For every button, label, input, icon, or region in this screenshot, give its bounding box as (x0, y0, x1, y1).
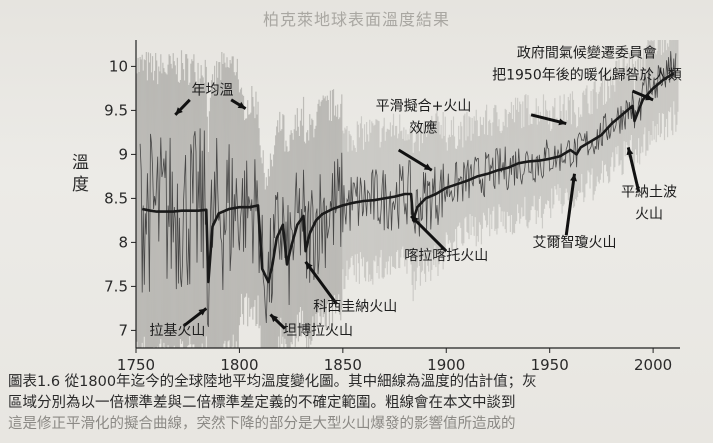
annotation-label: 平滑擬合+火山 (376, 97, 472, 114)
caption-line-1: 圖表1.6 從1800年迄今的全球陸地平均溫度變化圖。其中細線為溫度的估計值；灰 (8, 374, 537, 390)
annotation-arrow-head (626, 147, 634, 156)
y-axis-label-char-1: 溫 (72, 153, 89, 173)
annotation-label: 喀拉喀托火山 (404, 248, 488, 264)
annotation-label: 平納土波 (621, 185, 677, 201)
figure-caption: 圖表1.6 從1800年迄今的全球陸地平均溫度變化圖。其中細線為溫度的估計值；灰… (8, 372, 708, 435)
y-axis-ticks: 7 7.5 8 8.5 9 9.5 10 (104, 57, 136, 339)
annotation-arrow-shaft (564, 173, 576, 236)
caption-line-2: 區域分別為以一倍標準差與二倍標準差定義的不確定範圍。粗線會在本文中談到 (8, 395, 516, 411)
annotation-label: 坦博拉火山 (283, 322, 353, 339)
annotation-label: 把1950年後的暖化歸咎於人類 (492, 67, 682, 84)
annotation-arrow-head (558, 118, 567, 126)
x-tick-label: 1950 (531, 356, 569, 370)
x-tick-label: 1900 (427, 356, 465, 370)
y-tick-label: 8.5 (104, 189, 128, 207)
smooth-fit-line (141, 72, 675, 284)
annotation-label: 火山 (635, 207, 663, 223)
annotation-arrow-head (411, 216, 419, 224)
y-tick-label: 7 (118, 321, 128, 339)
x-axis-ticks: 1750 1800 1850 1900 1950 2000 (117, 348, 672, 370)
annotation-arrow-head (570, 173, 577, 182)
annotation-label: 年均溫 (192, 83, 234, 99)
annotation-label: 拉基火山 (149, 322, 205, 339)
annotation-arrow-head (645, 93, 654, 101)
x-tick-label: 1800 (220, 356, 258, 370)
y-tick-label: 8 (118, 233, 128, 251)
annual-temperature-series (139, 51, 677, 328)
annotation-arrow-head (305, 261, 313, 270)
y-axis-label-char-2: 度 (72, 175, 89, 195)
annotation-arrow-head (237, 101, 246, 109)
annotation-label: 政府間氣候變遷委員會 (517, 46, 657, 62)
annotation-label: 科西圭納火山 (313, 299, 397, 315)
y-tick-label: 7.5 (104, 277, 128, 295)
figure-title: 柏克萊地球表面溫度結果 (262, 10, 450, 29)
y-tick-label: 9.5 (104, 101, 128, 119)
annotation-arrow-head (175, 107, 183, 115)
annual-temperature-line (139, 51, 677, 328)
temperature-chart: 77.588.599.510 1750 1800 1850 1900 1950 2000 … (72, 40, 682, 370)
annotations: 年均溫 政府間氣候變遷委員會把1950年後的暖化歸咎於人類平滑擬合+火山效應平納土… (149, 46, 681, 339)
y-tick-label: 10 (109, 57, 128, 75)
axes (135, 40, 680, 349)
y-tick-label: 9 (118, 145, 128, 163)
annotation-label: 艾爾智瓊火山 (533, 235, 617, 251)
x-tick-label: 1750 (117, 356, 155, 370)
annotation-arrow-shaft (304, 260, 338, 305)
caption-line-3: 這是修正平滑化的擬合曲線，突然下降的部分是大型火山爆發的影響值所造成的 (8, 416, 516, 432)
annotation-arrow-head (423, 163, 432, 171)
x-tick-label: 2000 (634, 356, 672, 370)
annotation-arrows (174, 89, 654, 330)
annotation-arrow-shaft (410, 214, 448, 253)
annotation-label: 效應 (410, 119, 438, 136)
x-tick-label: 1850 (324, 356, 362, 370)
annotation-arrow-head (198, 308, 207, 316)
smooth-fit-series (141, 72, 675, 284)
annotation-arrow-head (270, 314, 279, 323)
annotation-arrow-shaft (626, 147, 641, 192)
